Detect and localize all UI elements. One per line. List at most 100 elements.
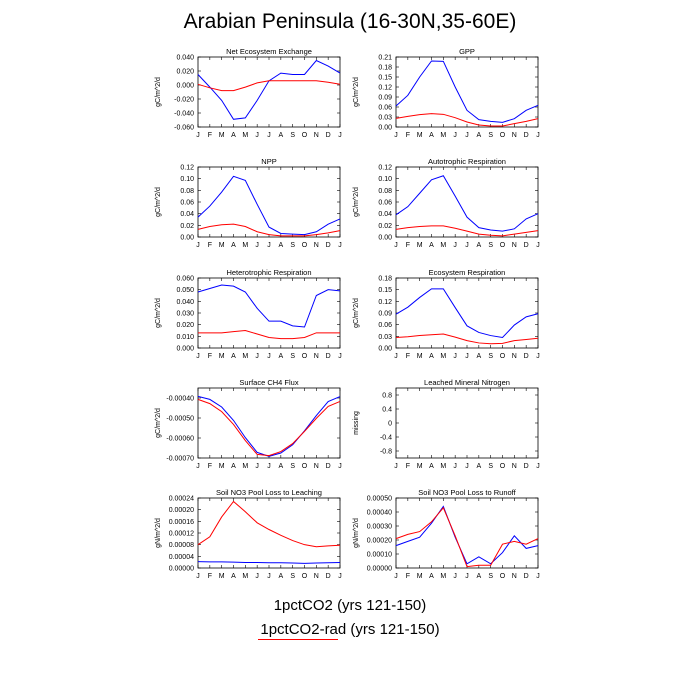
y-tick-label: 0.09 bbox=[378, 311, 392, 318]
y-tick-label: 0.00030 bbox=[367, 524, 392, 531]
x-tick-label: J bbox=[255, 353, 259, 360]
x-tick-label: D bbox=[524, 463, 529, 470]
y-tick-label: 0.000 bbox=[176, 346, 194, 353]
y-tick-label: 0.08 bbox=[180, 188, 194, 195]
x-tick-label: S bbox=[488, 132, 493, 139]
x-tick-label: A bbox=[476, 242, 481, 249]
y-tick-label: 0.4 bbox=[382, 407, 392, 414]
x-tick-label: J bbox=[338, 573, 342, 580]
x-tick-label: J bbox=[267, 353, 271, 360]
x-tick-label: O bbox=[302, 573, 308, 580]
y-tick-label: 0.12 bbox=[378, 299, 392, 306]
x-tick-label: S bbox=[290, 242, 295, 249]
x-tick-label: J bbox=[453, 132, 457, 139]
y-axis-label: gC/m^2/d bbox=[155, 298, 162, 328]
legend-entry-1: 1pctCO2 (yrs 121-150) bbox=[273, 597, 427, 614]
y-axis-label: gN/m^2/d bbox=[353, 518, 360, 548]
x-tick-label: J bbox=[338, 463, 342, 470]
x-tick-label: A bbox=[231, 463, 236, 470]
x-tick-label: J bbox=[338, 353, 342, 360]
x-tick-label: M bbox=[219, 573, 225, 580]
x-tick-label: A bbox=[429, 463, 434, 470]
series-line-1 bbox=[197, 284, 341, 328]
x-tick-label: J bbox=[394, 132, 398, 139]
panel-frame bbox=[197, 387, 341, 459]
x-tick-label: J bbox=[267, 242, 271, 249]
x-tick-label: A bbox=[476, 353, 481, 360]
x-tick-label: D bbox=[524, 353, 529, 360]
x-tick-label: O bbox=[500, 132, 506, 139]
x-tick-label: N bbox=[314, 242, 319, 249]
panel-title: Heterotrophic Respiration bbox=[226, 268, 311, 277]
x-tick-label: J bbox=[453, 573, 457, 580]
x-tick-label: D bbox=[524, 132, 529, 139]
y-axis-label: gC/m^2/d bbox=[155, 408, 162, 438]
x-tick-label: J bbox=[338, 242, 342, 249]
x-tick-label: A bbox=[429, 573, 434, 580]
x-tick-label: S bbox=[290, 463, 295, 470]
x-tick-label: J bbox=[196, 132, 200, 139]
panel-title: Net Ecosystem Exchange bbox=[226, 47, 312, 56]
x-tick-label: O bbox=[302, 463, 308, 470]
x-tick-label: M bbox=[242, 573, 248, 580]
y-tick-label: -0.040 bbox=[174, 111, 194, 118]
x-tick-label: J bbox=[536, 132, 540, 139]
x-tick-label: D bbox=[326, 463, 331, 470]
x-tick-label: S bbox=[488, 242, 493, 249]
y-tick-label: 0.04 bbox=[180, 211, 194, 218]
x-tick-label: N bbox=[314, 573, 319, 580]
series-line-2 bbox=[395, 225, 539, 237]
x-tick-label: A bbox=[278, 132, 283, 139]
y-tick-label: 0.00000 bbox=[169, 566, 194, 573]
y-tick-label: -0.020 bbox=[174, 97, 194, 104]
x-tick-label: O bbox=[500, 573, 506, 580]
x-tick-label: F bbox=[208, 242, 212, 249]
y-tick-label: 0.00 bbox=[180, 235, 194, 242]
y-tick-label: 0.020 bbox=[176, 69, 194, 76]
x-tick-label: J bbox=[453, 242, 457, 249]
x-tick-label: J bbox=[338, 132, 342, 139]
x-tick-label: A bbox=[231, 242, 236, 249]
y-tick-label: 0.020 bbox=[176, 322, 194, 329]
y-tick-label: 0.12 bbox=[180, 165, 194, 172]
y-tick-label: 0.03 bbox=[378, 334, 392, 341]
x-tick-label: S bbox=[488, 573, 493, 580]
y-tick-label: 0.00016 bbox=[169, 519, 194, 526]
series-line-1 bbox=[395, 505, 539, 565]
y-tick-label: -0.4 bbox=[380, 435, 392, 442]
y-tick-label: 0.04 bbox=[378, 211, 392, 218]
x-tick-label: J bbox=[255, 132, 259, 139]
x-tick-label: M bbox=[440, 353, 446, 360]
x-tick-label: S bbox=[488, 463, 493, 470]
series-line-1 bbox=[395, 288, 539, 339]
series-line-2 bbox=[395, 113, 539, 127]
y-axis-label: gC/m^2/d bbox=[155, 77, 162, 107]
y-tick-label: 0.050 bbox=[176, 287, 194, 294]
x-tick-label: D bbox=[524, 573, 529, 580]
x-tick-label: N bbox=[314, 353, 319, 360]
x-tick-label: J bbox=[465, 242, 469, 249]
y-tick-label: -0.00050 bbox=[166, 416, 194, 423]
y-tick-label: 0.8 bbox=[382, 393, 392, 400]
y-tick-label: 0.03 bbox=[378, 115, 392, 122]
x-tick-label: F bbox=[208, 132, 212, 139]
x-tick-label: J bbox=[394, 463, 398, 470]
x-tick-label: J bbox=[536, 242, 540, 249]
x-tick-label: N bbox=[314, 132, 319, 139]
y-tick-label: 0.00 bbox=[378, 346, 392, 353]
x-tick-label: F bbox=[406, 353, 410, 360]
figure-title: Arabian Peninsula (16-30N,35-60E) bbox=[183, 10, 517, 33]
series-line-2 bbox=[395, 506, 539, 568]
y-tick-label: 0.00012 bbox=[169, 531, 194, 538]
x-tick-label: F bbox=[406, 463, 410, 470]
x-tick-label: D bbox=[326, 132, 331, 139]
series-line-1 bbox=[197, 175, 341, 236]
series-line-1 bbox=[395, 60, 539, 123]
x-tick-label: A bbox=[231, 132, 236, 139]
x-tick-label: J bbox=[465, 463, 469, 470]
